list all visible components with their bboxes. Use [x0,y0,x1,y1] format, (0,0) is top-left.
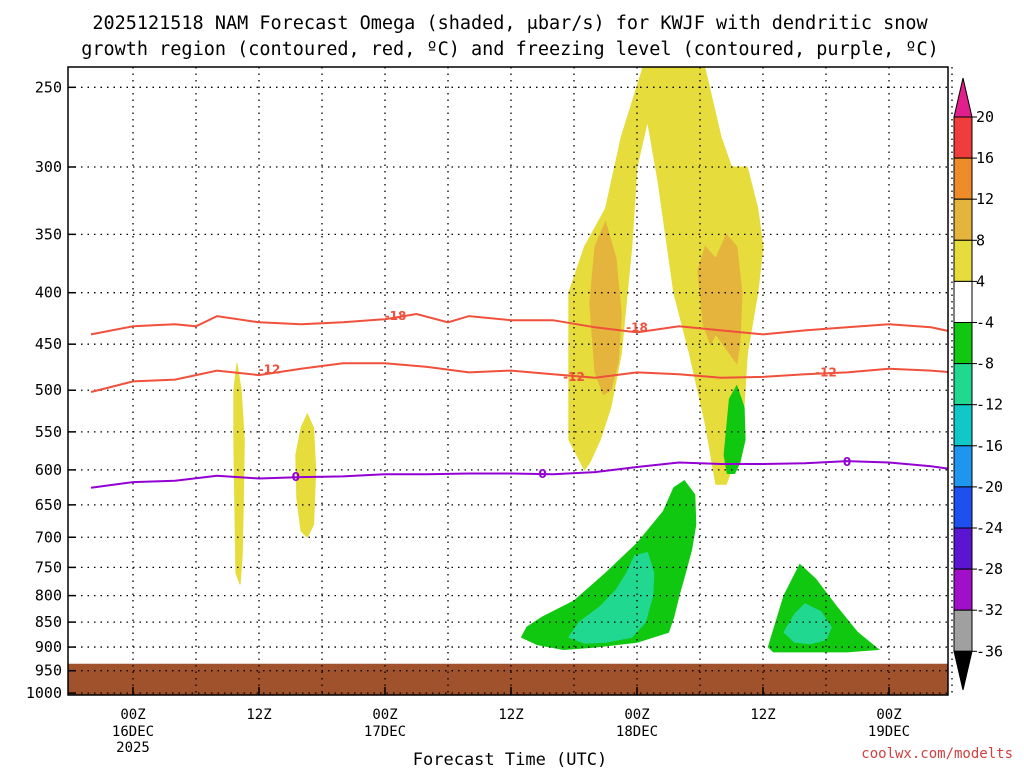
y-tick-label-500: 500 [35,381,62,399]
omega-region-10 [783,603,832,645]
colorbar-label--24: -24 [976,519,1003,537]
y-tick-label-750: 750 [35,558,62,576]
x-tick-label-1: 12Z [246,707,271,723]
colorbar-bin-7 [953,404,973,447]
y-tick-label-250: 250 [35,78,62,96]
y-tick-label-650: 650 [35,496,62,514]
colorbar-bin-2 [953,198,973,241]
omega-region-9 [568,552,655,644]
colorbar: 20 16 12 8 4 -4 -8 -12 -16 -20 -24 -28 -32 -36 [953,77,1003,691]
y-tick-label-300: 300 [35,158,62,176]
colorbar-label-20: 20 [976,108,994,126]
contour-lines [90,312,948,489]
y-tick-label-550: 550 [35,423,62,441]
colorbar-label--16: -16 [976,437,1003,455]
x-tick-label-4: 00Z [624,707,649,723]
colorbar-label--12: -12 [976,396,1003,414]
contour-line--12 [90,362,948,393]
colorbar-bin-6 [953,363,973,406]
colorbar-label--4: -4 [976,314,994,332]
y-axis-ticks: 250 300 350 400 450 500 550 600 650 700 750 800 850 9… [26,78,76,702]
colorbar-bin-9 [953,486,973,529]
y-tick-label-900: 900 [35,638,62,656]
credit-text: coolwx.com/modelts [861,746,1013,762]
ground-fill [68,663,948,695]
colorbar-label-4: 4 [976,272,985,290]
colorbar-bin-1 [953,157,973,200]
colorbar-bin-12 [953,609,973,652]
x-tick-year-0: 2025 [116,740,150,756]
colorbar-label--32: -32 [976,601,1003,619]
x-tick-label-0: 00Z [120,707,145,723]
colorbar-bin-8 [953,445,973,488]
x-axis-label: Forecast Time (UTC) [413,750,607,768]
x-tick-date-2: 17DEC [364,724,406,740]
ground-layer [68,663,948,695]
contour-label-3: -12 [563,370,585,384]
contour-label-4: -12 [815,365,837,379]
y-tick-label-450: 450 [35,335,62,353]
colorbar-label--8: -8 [976,355,994,373]
contour-label-1: -18 [626,320,648,334]
x-tick-label-3: 12Z [498,707,523,723]
omega-region-4 [589,220,622,396]
colorbar-label-16: 16 [976,149,994,167]
contour-label-5: 0 [292,470,300,484]
contour-label-2: -12 [259,363,281,377]
contour-label-0: -18 [385,309,407,323]
chart-title-line1: 2025121518 NAM Forecast Omega (shaded, μ… [92,13,928,34]
contour-line--18 [90,312,948,336]
colorbar-top-triangle [953,77,973,118]
contour-label-6: 0 [538,467,546,481]
x-tick-label-5: 12Z [750,707,775,723]
y-tick-label-350: 350 [35,225,62,243]
y-tick-label-850: 850 [35,613,62,631]
x-tick-label-2: 00Z [372,707,397,723]
y-tick-label-800: 800 [35,587,62,605]
y-tick-label-950: 950 [35,662,62,680]
omega-region-0 [568,67,764,485]
x-tick-label-6: 00Z [876,707,901,723]
y-tick-label-700: 700 [35,528,62,546]
colorbar-bin-0 [953,116,973,159]
contour-label-7: 0 [843,455,851,469]
grid-lines [68,67,953,695]
colorbar-label-8: 8 [976,231,985,249]
y-tick-label-1000: 1000 [26,684,62,702]
y-tick-label-600: 600 [35,461,62,479]
x-tick-date-6: 19DEC [868,724,910,740]
y-tick-label-400: 400 [35,284,62,302]
x-tick-date-0: 16DEC [112,724,154,740]
colorbar-label--20: -20 [976,478,1003,496]
omega-region-1 [233,363,245,585]
contour-labels: -18 -18 -12 -12 -12 0 0 0 [259,309,852,484]
colorbar-bin-5 [953,322,973,365]
plot-frame [67,66,949,696]
colorbar-label--36: -36 [976,642,1003,660]
omega-shading [233,67,880,653]
omega-region-6 [520,480,697,651]
colorbar-bottom-triangle [953,650,973,691]
chart-title-line2: growth region (contoured, red, ºC) and f… [81,39,939,60]
colorbar-bin-10 [953,527,973,570]
omega-region-2 [295,412,317,539]
contour-line-0 [90,460,948,489]
colorbar-bin-4 [953,280,973,323]
omega-region-7 [723,384,746,474]
x-tick-date-4: 18DEC [616,724,658,740]
colorbar-bin-11 [953,568,973,611]
colorbar-bin-3 [953,239,973,282]
colorbar-label--28: -28 [976,560,1003,578]
colorbar-label-12: 12 [976,190,994,208]
